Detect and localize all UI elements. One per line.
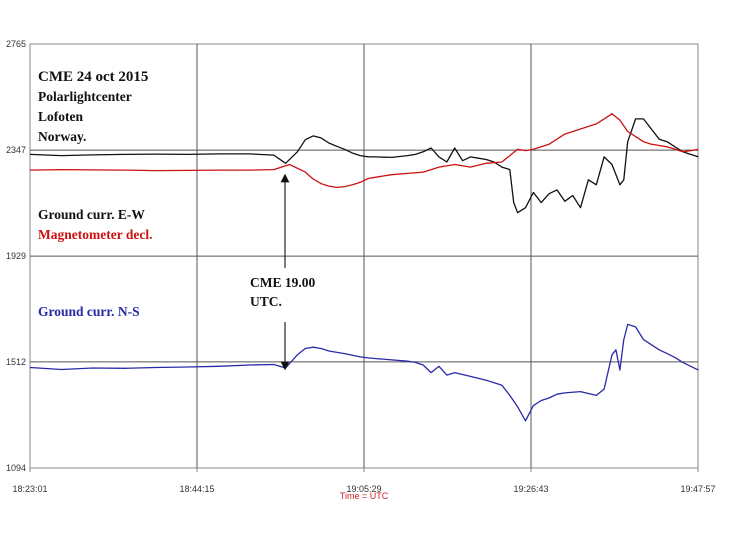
grid-lines [29, 44, 699, 472]
series-line-ground-curr-e-w [29, 118, 699, 214]
y-tick-label: 1929 [6, 251, 26, 261]
x-tick-label: 18:23:01 [12, 484, 47, 494]
ground-ns-label: Ground curr. N-S [38, 304, 140, 319]
ground-ew-label: Ground curr. E-W [38, 207, 145, 222]
series-line-magnetometer-decl [29, 113, 699, 189]
x-tick-labels: 18:23:01 18:44:15 19:05:29 19:26:43 19:47:57 [12, 484, 715, 494]
magnetometer-label: Magnetometer decl. [38, 227, 152, 242]
y-tick-labels: 2765 2347 1929 1512 1094 [6, 39, 26, 473]
header-annotation: CME 24 oct 2015 Polarlightcenter Lofoten… [38, 69, 148, 144]
x-tick-label: 18:44:15 [179, 484, 214, 494]
x-tick-label: 19:05:29 [346, 484, 381, 494]
cme-marker-line-2: UTC. [250, 294, 282, 309]
header-line-1: CME 24 oct 2015 [38, 69, 148, 85]
cme-marker-line-1: CME 19.00 [250, 275, 315, 290]
y-tick-label: 2765 [6, 39, 26, 49]
x-axis-title: Time = UTC [340, 491, 389, 501]
y-tick-label: 1512 [6, 357, 26, 367]
header-line-2: Polarlightcenter [38, 89, 132, 104]
y-tick-label: 1094 [6, 463, 26, 473]
header-line-4: Norway. [38, 129, 86, 144]
y-tick-label: 2347 [6, 145, 26, 155]
x-tick-label: 19:26:43 [513, 484, 548, 494]
x-tick-label: 19:47:57 [680, 484, 715, 494]
header-line-3: Lofoten [38, 109, 83, 124]
